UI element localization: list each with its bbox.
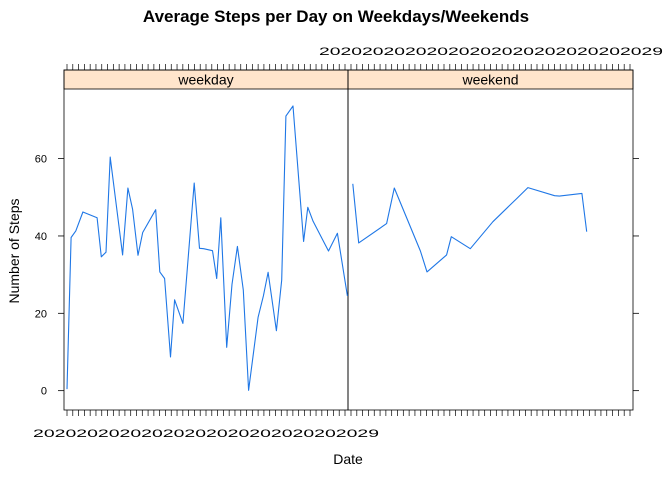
y-tick-label: 0 <box>41 386 47 398</box>
y-tick-label: 60 <box>35 154 47 166</box>
strip-label-weekday: weekday <box>177 72 233 88</box>
series-line-weekend <box>352 183 588 273</box>
series-line-weekday <box>66 105 348 391</box>
x-date-labels-top: 20202020202020202020202020202029 <box>319 46 663 58</box>
y-axis-label: Number of Steps <box>6 198 22 303</box>
y-tick-label: 40 <box>35 231 47 243</box>
chart-title: Average Steps per Day on Weekdays/Weeken… <box>143 7 529 26</box>
x-date-labels-bottom: 20202020202020202020202020202029 <box>33 428 379 440</box>
x-axis-label: Date <box>333 451 363 467</box>
panel-border-weekend <box>347 69 634 411</box>
plot-area: weekday weekend 0 20 40 60 2020202020202020202… <box>33 46 663 440</box>
strip-label-weekend: weekend <box>461 72 518 88</box>
y-tick-label: 20 <box>35 308 47 320</box>
